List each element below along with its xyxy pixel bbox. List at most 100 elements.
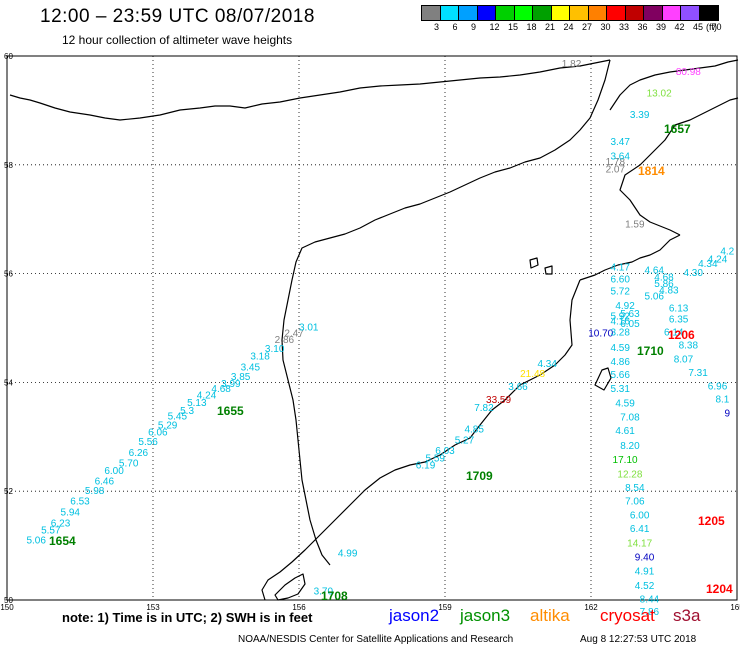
swh-value: 3.28 xyxy=(610,328,630,339)
swh-value: 8.54 xyxy=(625,483,645,494)
color-swatch xyxy=(662,6,681,20)
swh-value: 3.70 xyxy=(314,587,334,598)
track-marks: 5.065.576.235.946.535.986.466.005.706.26… xyxy=(26,59,734,618)
color-swatch xyxy=(477,6,496,20)
coastline-kamchatka-west xyxy=(261,279,581,601)
swh-value: 4.91 xyxy=(635,566,655,577)
swh-value: 8.1 xyxy=(715,395,729,406)
swh-value: 7.82 xyxy=(474,403,494,414)
swh-value: 5.66 xyxy=(610,370,630,381)
swh-value: 3.99 xyxy=(221,379,241,390)
swh-value: 4.64 xyxy=(645,266,665,277)
coastline-okhotsk-north xyxy=(9,59,611,121)
color-scale-label: 33 xyxy=(619,22,630,32)
swh-value: 6.06 xyxy=(148,428,168,439)
color-swatch xyxy=(570,6,589,20)
swh-value: 6.23 xyxy=(51,519,71,530)
color-scale-label: 3 xyxy=(434,22,440,32)
color-swatch xyxy=(644,6,663,20)
swh-value: 6.00 xyxy=(104,466,124,477)
swh-value: 3.01 xyxy=(299,323,319,334)
y-tick-label: 50 xyxy=(4,596,13,605)
color-swatch xyxy=(422,6,441,20)
swh-value: 3.39 xyxy=(630,110,650,121)
swh-value: 8.38 xyxy=(679,341,699,352)
swh-value: 7.86 xyxy=(640,607,660,618)
color-swatch xyxy=(459,6,478,20)
color-swatch xyxy=(699,6,718,20)
y-tick-label: 56 xyxy=(4,270,13,279)
swh-value: 12.28 xyxy=(617,470,642,481)
swh-value: 4.83 xyxy=(659,286,679,297)
swh-value: 6.26 xyxy=(129,448,149,459)
swh-value: 8.44 xyxy=(640,595,660,606)
coastline-koryak xyxy=(609,59,739,111)
legend-item-altika: altika xyxy=(530,606,570,625)
swh-value: 5.92 xyxy=(610,311,630,322)
y-tick-label: 58 xyxy=(4,161,13,170)
swh-value: 4.52 xyxy=(635,581,655,592)
swh-value: 5.3 xyxy=(180,406,194,417)
color-scale-label: 9 xyxy=(471,22,477,32)
swh-value: 4.16 xyxy=(610,317,630,328)
swh-value: 1.82 xyxy=(562,59,582,70)
swh-value: 4.59 xyxy=(615,398,635,409)
color-swatch xyxy=(681,6,700,20)
color-scale-label: 39 xyxy=(656,22,667,32)
legend-item-s3a: s3a xyxy=(673,606,701,625)
pass-time-label: 1814 xyxy=(638,164,665,178)
swh-value: 5.86 xyxy=(654,279,674,290)
chart-subtitle: 12 hour collection of altimeter wave hei… xyxy=(62,33,293,47)
swh-value: 4.24 xyxy=(197,391,217,402)
color-scale-label: 18 xyxy=(526,22,537,32)
swh-value: 4.68 xyxy=(211,384,231,395)
graticule xyxy=(6,55,738,601)
swh-value: 2.86 xyxy=(275,335,295,346)
color-scale-label: 21 xyxy=(545,22,556,32)
swh-value: 3.47 xyxy=(610,137,630,148)
swh-value: 5.70 xyxy=(119,459,139,470)
color-swatch xyxy=(551,6,570,20)
swh-value: 7.06 xyxy=(625,496,645,507)
color-scale-label: 45 xyxy=(693,22,704,32)
swh-value: 17.10 xyxy=(613,455,638,466)
swh-value: 1.59 xyxy=(625,219,645,230)
color-swatch xyxy=(533,6,552,20)
swh-value: 5.57 xyxy=(41,526,61,537)
swh-value: 2.47 xyxy=(284,329,304,340)
coastline-island-2 xyxy=(594,367,612,391)
color-scale-label: 12 xyxy=(489,22,500,32)
legend-item-cryosat: cryosat xyxy=(600,606,655,625)
swh-value: 6.96 xyxy=(708,381,728,392)
coastline-kamchatka-north xyxy=(579,234,681,281)
swh-value: 8.07 xyxy=(674,354,694,365)
color-swatch xyxy=(607,6,626,20)
y-tick-label: 60 xyxy=(4,52,13,61)
x-tick-label: 159 xyxy=(438,603,452,612)
color-swatch xyxy=(588,6,607,20)
swh-value: 5.72 xyxy=(610,286,630,297)
pass-time-label: 1655 xyxy=(217,404,244,418)
swh-value: 4.24 xyxy=(708,255,728,266)
coastline-okhotsk-east xyxy=(281,59,611,566)
swh-value: 21.48 xyxy=(520,369,545,380)
swh-value: 5.29 xyxy=(158,421,178,432)
swh-value: 14.17 xyxy=(627,539,652,550)
pass-time-label: 1206 xyxy=(668,328,695,342)
color-scale-label: 36 xyxy=(637,22,648,32)
swh-value: 5.94 xyxy=(61,508,81,519)
swh-value: 6.00 xyxy=(630,510,650,521)
coastline-island-4 xyxy=(544,265,553,275)
swh-value: 4.17 xyxy=(610,262,630,273)
footer-timestamp: Aug 8 12:27:53 UTC 2018 xyxy=(580,634,697,645)
swh-value: 6.60 xyxy=(610,274,630,285)
color-swatch xyxy=(440,6,459,20)
legend-item-jason2: jason2 xyxy=(389,606,440,625)
swh-value: 6.05 xyxy=(620,319,640,330)
color-scale-label: 6 xyxy=(452,22,458,32)
coastline-kamchatka-east xyxy=(619,97,739,236)
swh-value: 4.61 xyxy=(615,426,635,437)
swh-value: 4.85 xyxy=(464,424,484,435)
legend-item-jason3: jason3 xyxy=(460,606,511,625)
